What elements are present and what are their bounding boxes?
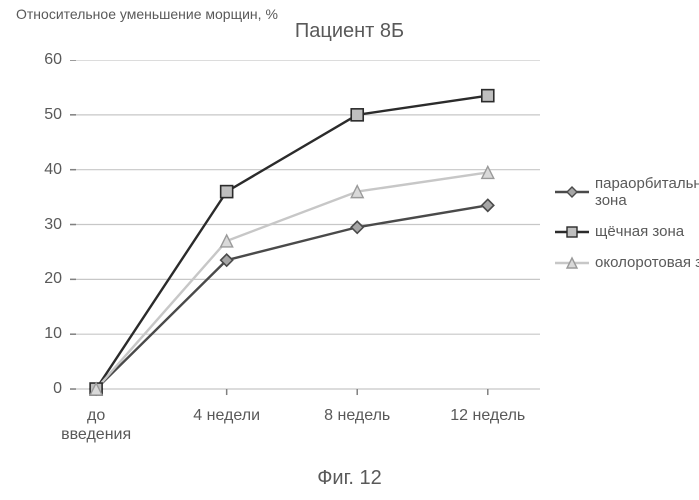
- chart-canvas: [70, 60, 540, 400]
- y-tick-label: 30: [44, 216, 70, 234]
- y-tick-label: 50: [44, 106, 70, 124]
- x-tick-label: до введения: [61, 400, 131, 444]
- y-tick-label: 20: [44, 270, 70, 288]
- legend-item: щёчная зона: [555, 223, 699, 240]
- x-tick-label: 8 недель: [324, 400, 390, 425]
- x-tick-label: 4 недели: [193, 400, 260, 425]
- figure-container: Относительное уменьшение морщин, % Пацие…: [0, 0, 699, 500]
- figure-caption: Фиг. 12: [0, 467, 699, 490]
- legend-swatch: [555, 255, 589, 271]
- x-tick-label: 12 недель: [450, 400, 525, 425]
- y-tick-label: 60: [44, 51, 70, 69]
- legend-label: щёчная зона: [595, 223, 684, 240]
- legend-item: околоротовая зона: [555, 254, 699, 271]
- legend-label: параорбитальная зона: [595, 175, 699, 209]
- y-tick-label: 40: [44, 161, 70, 179]
- legend-item: параорбитальная зона: [555, 175, 699, 209]
- legend-swatch: [555, 224, 589, 240]
- chart-title: Пациент 8Б: [0, 20, 699, 43]
- y-tick-label: 0: [53, 380, 70, 398]
- legend: параорбитальная зона щёчная зона околорото…: [555, 175, 699, 285]
- legend-swatch: [555, 184, 589, 200]
- line-chart: 0102030405060до введения4 недели8 недель…: [70, 60, 540, 400]
- y-tick-label: 10: [44, 325, 70, 343]
- legend-label: околоротовая зона: [595, 254, 699, 271]
